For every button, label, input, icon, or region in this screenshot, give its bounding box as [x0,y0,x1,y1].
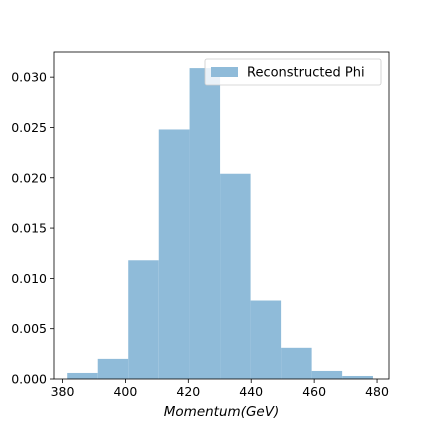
histogram-bars [67,68,373,379]
x-tick-label: 420 [176,384,200,399]
y-tick-label: 0.020 [11,170,47,185]
legend-swatch [211,67,238,77]
y-tick-label: 0.000 [11,372,47,387]
histogram-bar [128,260,159,379]
y-tick-label: 0.005 [11,321,47,336]
x-axis: 380 400 420 440 460 480 [51,379,389,399]
legend-box [204,58,382,86]
histogram-bar [311,370,343,379]
plot-area-frame [53,51,390,380]
y-tick-label: 0.010 [11,271,47,286]
histogram-bar [189,68,221,379]
legend-entry-label: Reconstructed Phi [247,66,365,81]
histogram-bar [250,300,282,379]
x-tick-label: 460 [302,384,326,399]
histogram-bar [67,372,98,379]
histogram-bar [97,358,129,379]
y-axis: 0.000 0.005 0.010 0.015 0.020 0.025 0.030 [11,70,54,387]
x-axis-label: Momentum(GeV) [164,404,279,420]
histogram-bar [220,173,251,379]
histogram-bar [281,347,312,379]
y-tick-label: 0.015 [11,221,47,236]
histogram-bar [158,129,190,379]
x-tick-label: 400 [113,384,137,399]
x-tick-label: 480 [365,384,389,399]
histogram-bar [342,375,373,379]
x-tick-label: 440 [239,384,263,399]
y-tick-label: 0.030 [11,70,47,85]
x-tick-label: 380 [51,384,75,399]
y-tick-label: 0.025 [11,120,47,135]
legend: Reconstructed Phi [204,58,382,86]
